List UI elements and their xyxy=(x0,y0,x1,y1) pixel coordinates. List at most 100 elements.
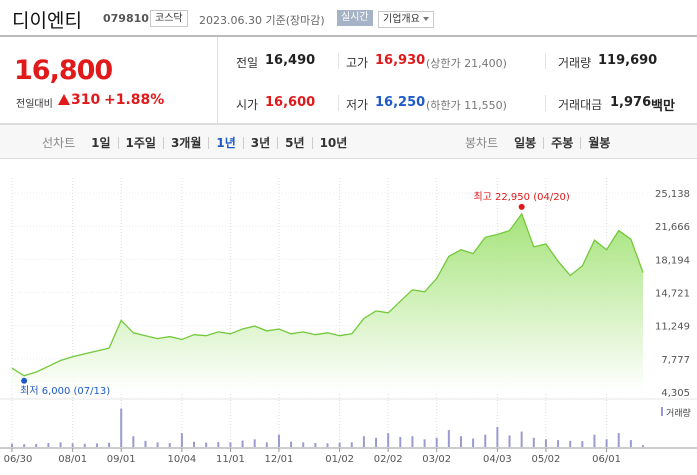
tab-bar: 선차트 1일 1주일 3개월 1년 3년 5년 10년 봉차트 일봉 주봉 월봉 xyxy=(0,124,697,159)
dropdown-label: 기업개요 xyxy=(383,14,420,25)
volume-bar xyxy=(95,443,98,447)
stat-value: 119,690 xyxy=(598,53,658,68)
max-label: 최고 22,950 (04/20) xyxy=(473,191,569,203)
volume-bar xyxy=(399,437,402,447)
stat-value: 16,250 xyxy=(375,95,426,110)
volume-bar xyxy=(120,408,123,447)
volume-bar xyxy=(144,440,147,447)
volume-bar xyxy=(59,442,62,447)
x-tick-label: 03/02 xyxy=(422,454,451,465)
volume-bar xyxy=(387,433,390,447)
x-tick-label: 10/04 xyxy=(167,454,196,465)
dropdown-caret xyxy=(422,17,429,21)
min-point xyxy=(21,377,28,384)
x-tick-label: 02/02 xyxy=(374,454,403,465)
stat-value: 16,490 xyxy=(265,53,316,68)
volume-bar xyxy=(326,443,329,447)
volume-bar xyxy=(302,442,305,447)
chart: 4,305 7,777 11,249 14,721 18,194 21,666 25,138… xyxy=(0,178,697,465)
volume-bar xyxy=(350,442,353,447)
change: 310 xyxy=(71,92,101,108)
volume-bar xyxy=(265,442,268,447)
volume-bar xyxy=(557,440,560,447)
tab[interactable]: 3개월 xyxy=(170,136,202,150)
stat-note: (상한가 21,400) xyxy=(426,57,507,70)
tab[interactable]: 주봉 xyxy=(551,136,574,150)
volume-bar xyxy=(581,441,584,447)
line-chart-tabs: 선차트 1일 1주일 3개월 1년 3년 5년 10년 xyxy=(42,134,354,151)
volume-bar xyxy=(241,440,244,447)
tab[interactable]: 3년 xyxy=(250,136,271,150)
y-tick-label: 11,249 xyxy=(655,322,690,333)
tab[interactable]: 월봉 xyxy=(588,136,611,150)
volume-bar xyxy=(629,440,632,447)
up-arrow xyxy=(58,94,70,105)
candle-chart-tabs: 봉차트 일봉 주봉 월봉 xyxy=(465,134,617,151)
tab-separator xyxy=(311,136,313,149)
volume-bar xyxy=(156,442,159,447)
tab[interactable]: 일봉 xyxy=(514,136,537,150)
market-badge: 코스닥 xyxy=(150,10,188,27)
x-tick-label: 06/01 xyxy=(592,454,621,465)
y-tick-label: 7,777 xyxy=(661,355,690,366)
tab[interactable]: 10년 xyxy=(319,136,348,150)
volume-bar xyxy=(205,442,208,447)
volume-bar xyxy=(435,437,438,447)
volume-bar xyxy=(605,439,608,447)
company-info-dropdown[interactable]: 기업개요 xyxy=(378,11,434,28)
separator xyxy=(545,95,546,111)
tab[interactable]: 1년 xyxy=(216,136,236,150)
price-line xyxy=(11,212,644,377)
price-area xyxy=(12,213,643,392)
volume-bar xyxy=(484,434,487,447)
max-point xyxy=(518,203,525,210)
current-price: 16,800 xyxy=(14,55,113,86)
stock-name: 디이엔티 xyxy=(12,10,82,32)
volume-bar xyxy=(544,439,547,447)
tab[interactable]: 1일 xyxy=(91,136,111,150)
y-tick-label: 14,721 xyxy=(655,289,690,300)
separator xyxy=(545,53,546,69)
y-tick-label: 18,194 xyxy=(655,255,690,266)
legend-marker xyxy=(661,407,663,416)
change-rate: +1.88% xyxy=(104,92,165,108)
volume-bar xyxy=(35,443,38,447)
volume-bar xyxy=(642,445,644,447)
tab-separator xyxy=(543,136,545,149)
x-tick-label: 12/01 xyxy=(265,454,294,465)
x-tick-label: 01/02 xyxy=(325,454,354,465)
tab-separator xyxy=(162,136,164,149)
volume-bar xyxy=(447,430,450,447)
volume-bar xyxy=(423,439,426,447)
volume-bar xyxy=(277,434,280,447)
stat-value: 16,930 xyxy=(375,53,426,68)
volume-bar xyxy=(217,442,220,447)
volume-bar xyxy=(375,437,378,447)
legend-label: 거래량 xyxy=(666,407,691,419)
divider xyxy=(217,37,218,123)
divider xyxy=(0,123,697,124)
tab-separator xyxy=(117,136,119,149)
stat-label: 고가 xyxy=(346,56,369,70)
tab[interactable]: 5년 xyxy=(285,136,305,150)
min-label: 최저 6,000 (07/13) xyxy=(20,385,110,397)
y-tick-label: 21,666 xyxy=(655,222,690,233)
tab-separator xyxy=(277,136,279,149)
volume-bar xyxy=(253,439,256,447)
volume-bar xyxy=(229,442,232,447)
x-tick-label: 11/01 xyxy=(216,454,245,465)
volume-bar xyxy=(11,443,13,447)
realtime-button[interactable]: 실시간 xyxy=(337,10,373,26)
volume-bar xyxy=(71,443,74,447)
x-tick-label: 05/02 xyxy=(532,454,561,465)
volume-bar xyxy=(108,442,111,447)
stat-value: 1,976 xyxy=(610,95,652,110)
volume-bar xyxy=(459,436,462,447)
divider xyxy=(0,35,697,37)
volume-bar xyxy=(569,440,572,447)
volume-bar xyxy=(508,435,511,447)
tab[interactable]: 1주일 xyxy=(125,136,156,150)
volume-bar xyxy=(290,441,293,447)
volume-bar xyxy=(617,433,620,447)
